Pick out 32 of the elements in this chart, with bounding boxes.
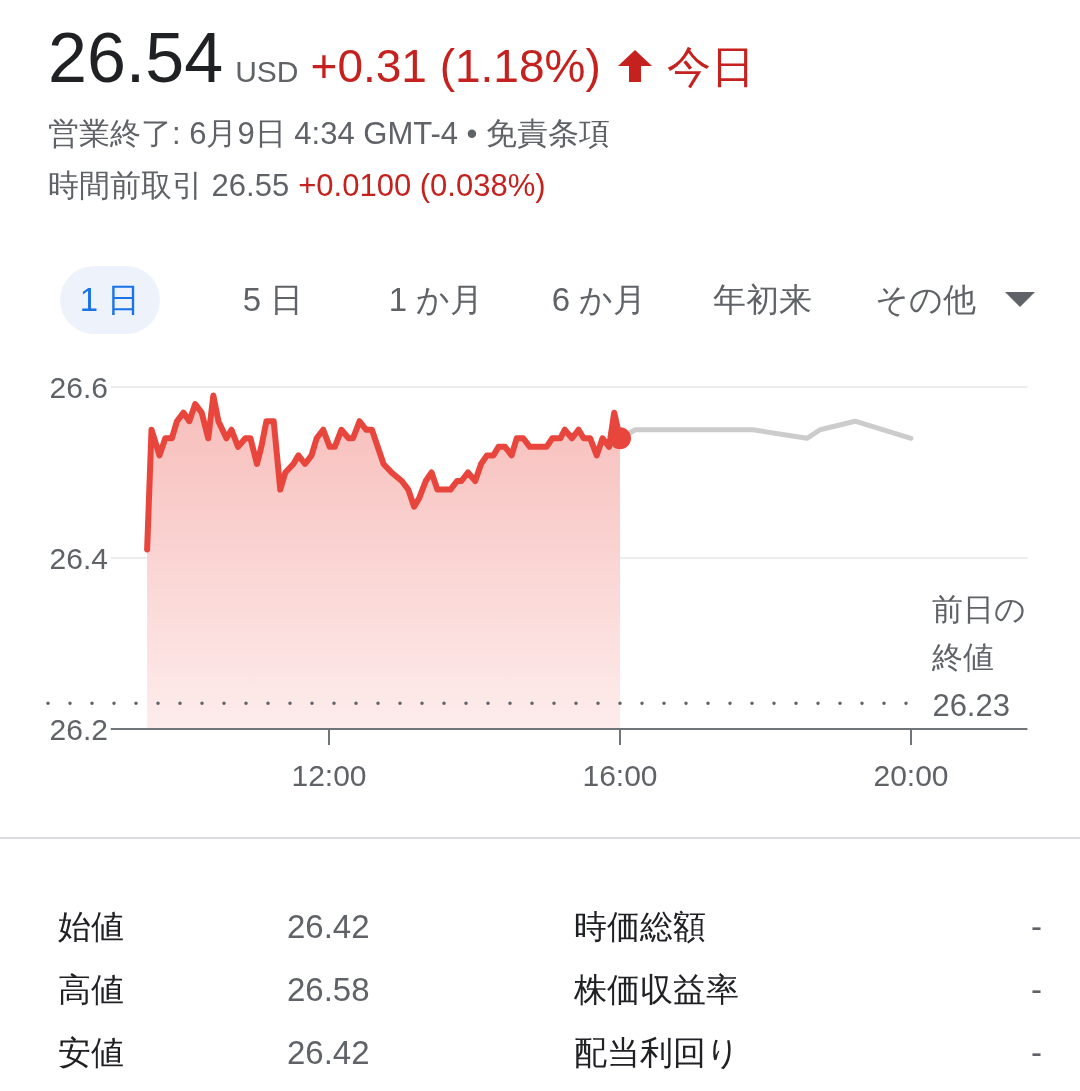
text: 配当利回り bbox=[574, 1033, 740, 1073]
text: 1 か月 bbox=[387, 280, 485, 320]
y-tick-label: 26.6 bbox=[49, 371, 108, 404]
text: 26.42 bbox=[287, 907, 370, 947]
text: 時価総額 bbox=[574, 907, 706, 947]
y-tick-label: 26.2 bbox=[49, 713, 108, 746]
text: 6 か月 bbox=[550, 280, 648, 320]
text: 5 日 bbox=[241, 280, 305, 320]
ref-line-label: 前日の終値 26.23 bbox=[932, 591, 1028, 726]
text: 26.58 bbox=[287, 970, 370, 1010]
chart-title: 26.54 bbox=[48, 19, 224, 97]
text: - bbox=[1031, 1033, 1042, 1073]
chart-subtitle: 営業終了: 6月9日 4:34 GMT-4 • 免責条項 bbox=[48, 116, 611, 151]
x-tick-label: 20:00 bbox=[873, 759, 949, 792]
text: +0.31 (1.18%) bbox=[310, 40, 601, 92]
y-tick-label: 26.4 bbox=[49, 542, 108, 575]
x-tick-label: 12:00 bbox=[291, 759, 367, 792]
text: その他 bbox=[873, 280, 977, 320]
text: - bbox=[1031, 907, 1042, 947]
text: USD bbox=[235, 55, 299, 88]
text: 株価収益率 bbox=[574, 970, 739, 1010]
text: 高値 bbox=[58, 970, 124, 1010]
text: 始値 bbox=[58, 907, 124, 947]
text: 1 日 bbox=[78, 280, 142, 320]
text: 年初来 bbox=[711, 280, 813, 320]
text: +0.0100 (0.038%) bbox=[298, 168, 546, 203]
text: 時間前取引 26.55 bbox=[48, 168, 290, 203]
text: 26.42 bbox=[287, 1033, 370, 1073]
text: - bbox=[1031, 970, 1042, 1010]
text: 安値 bbox=[58, 1033, 124, 1073]
x-tick-label: 16:00 bbox=[582, 759, 658, 792]
text: 今日 bbox=[666, 42, 755, 91]
